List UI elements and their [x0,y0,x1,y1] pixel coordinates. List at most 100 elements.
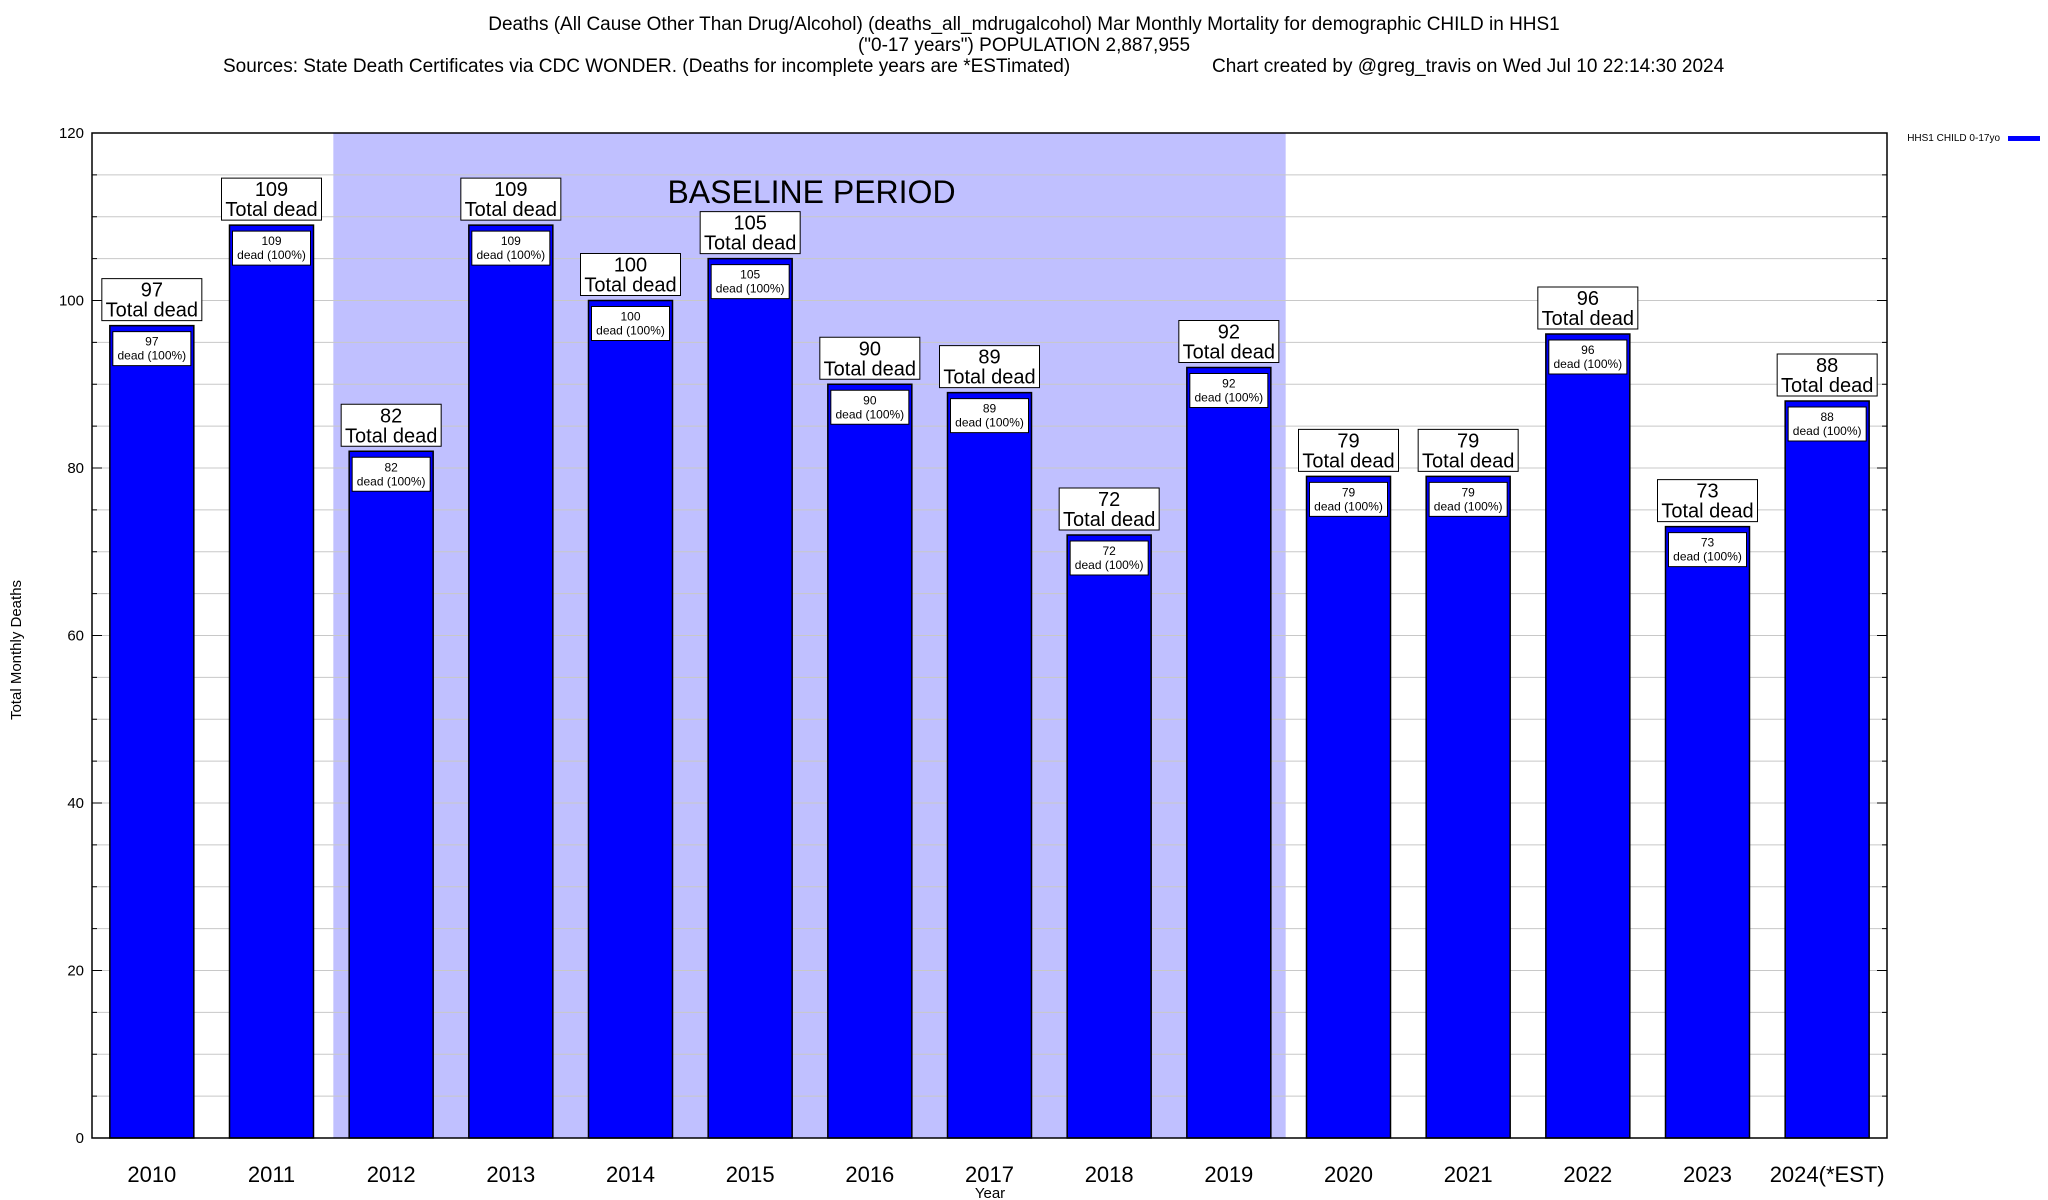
baseline-period-label: BASELINE PERIOD [667,174,955,210]
bar-inner-value: 109 [261,234,281,248]
bar [1186,366,1272,1139]
bar-inner-label-box [351,456,431,492]
bar-inner-value: 73 [1701,536,1715,550]
bar [827,383,913,1139]
bar-inner-value: 72 [1102,544,1116,558]
bar-inner-label-box [1309,481,1388,517]
y-tick-label: 100 [59,293,84,310]
y-tick-label: 120 [59,125,84,142]
bar-total-label-box [101,278,203,322]
bar-inner-value: 100 [620,310,640,324]
x-tick-label: 2023 [1683,1162,1732,1187]
bar-total-label-box [1417,428,1519,472]
bar-total-label: Total dead [1422,450,1514,472]
bar-total-label-box [460,177,562,221]
bar-inner-label-box [1069,540,1149,576]
x-tick-label: 2022 [1563,1162,1612,1187]
bar-inner-percent: dead (100%) [716,282,785,296]
bar-total-value: 109 [494,179,527,201]
x-tick-label: 2020 [1324,1162,1373,1187]
chart-title: Deaths (All Cause Other Than Drug/Alcoho… [488,14,1560,35]
bar-total-value: 79 [1337,430,1359,452]
bar-total-label: Total dead [1183,342,1275,364]
chart-subtitle-population: ("0-17 years") POPULATION 2,887,955 [857,35,1191,56]
bar-total-value: 105 [733,213,766,235]
bar-inner-label-box [112,331,192,367]
bar-total-label-box [819,336,921,380]
bar-total-value: 90 [859,338,881,360]
bar-total-value: 100 [614,255,647,277]
bar-inner-label-box [232,230,311,266]
bar [228,224,315,1139]
bar [1066,534,1152,1139]
bar-total-label: Total dead [225,199,317,221]
bar-inner-value: 96 [1581,343,1595,357]
bar-total-label-box [1657,479,1758,523]
bar-inner-label-box [1189,373,1269,408]
bar-inner-value: 90 [863,393,877,407]
bar-total-value: 72 [1098,489,1120,511]
bar-inner-label-box [710,264,790,300]
bar-total-label-box [221,177,322,221]
y-tick-label: 0 [76,1130,84,1147]
bar-inner-percent: dead (100%) [1553,357,1622,371]
bar-inner-label-box [830,389,910,425]
bar-inner-value: 79 [1461,485,1475,499]
bar-total-label: Total dead [1542,308,1634,330]
bar-inner-label-box [1428,481,1508,517]
bar-total-label-box [1298,428,1399,472]
x-tick-label: 2010 [127,1162,176,1187]
bar-total-value: 92 [1218,322,1240,344]
bar-inner-percent: dead (100%) [1314,499,1383,513]
x-axis-label: Year [975,1185,1005,1200]
bar-inner-percent: dead (100%) [835,407,904,421]
bar-inner-percent: dead (100%) [1793,424,1862,438]
chart-title-block: Deaths (All Cause Other Than Drug/Alcoho… [0,14,2048,56]
bar-total-value: 96 [1577,288,1599,310]
bar-total-label-box [1058,487,1160,531]
bar-total-value: 97 [141,280,163,302]
bar-inner-value: 109 [501,234,521,248]
bar [109,324,195,1139]
x-tick-label: 2018 [1085,1162,1134,1187]
bar-inner-label-box [1548,339,1628,375]
bar-inner-value: 89 [983,402,997,416]
bar [1784,400,1870,1139]
bar-inner-value: 92 [1222,377,1236,391]
bar-inner-value: 105 [740,268,760,282]
bar-total-value: 89 [978,347,1000,369]
x-tick-label: 2011 [248,1162,295,1187]
bar-inner-percent: dead (100%) [357,474,426,488]
x-tick-label: 2016 [845,1162,894,1187]
bar [1425,475,1511,1139]
bar-total-label: Total dead [584,275,676,297]
x-tick-label: 2014 [606,1162,655,1187]
chart-sources-note: Sources: State Death Certificates via CD… [223,56,1071,77]
bar [1305,475,1392,1139]
y-tick-label: 20 [67,963,84,980]
legend-swatch [2008,136,2040,141]
bar-inner-percent: dead (100%) [117,349,186,363]
bar-inner-value: 88 [1820,410,1834,424]
chart-credit-note: Chart created by @greg_travis on Wed Jul… [1212,56,1725,77]
bar [587,299,674,1139]
bar-total-value: 88 [1816,355,1838,377]
y-tick-label: 40 [67,795,84,812]
x-tick-label: 2015 [726,1162,775,1187]
bar-inner-label-box [1787,406,1867,442]
x-tick-label: 2017 [965,1162,1014,1187]
bar-inner-percent: dead (100%) [1434,499,1503,513]
bar-inner-percent: dead (100%) [596,324,665,338]
bar-total-label: Total dead [106,300,198,322]
bar-total-label-box [340,403,442,447]
bar-total-label-box [1776,353,1878,397]
bar-total-label: Total dead [1781,375,1873,397]
y-axis-label: Total Monthly Deaths [8,580,25,720]
bar-inner-label-box [1668,532,1747,568]
legend-series-label: HHS1 CHILD 0-17yo [1907,133,2000,144]
bar-inner-percent: dead (100%) [476,248,545,262]
bar-inner-label-box [950,398,1029,434]
bar [1545,333,1631,1139]
bar-total-value: 109 [255,179,288,201]
bar-inner-percent: dead (100%) [1673,550,1742,564]
